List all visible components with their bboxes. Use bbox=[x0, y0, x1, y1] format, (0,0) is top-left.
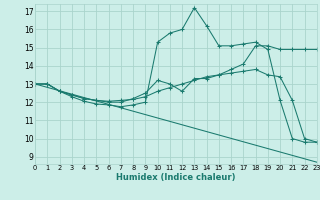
X-axis label: Humidex (Indice chaleur): Humidex (Indice chaleur) bbox=[116, 173, 236, 182]
